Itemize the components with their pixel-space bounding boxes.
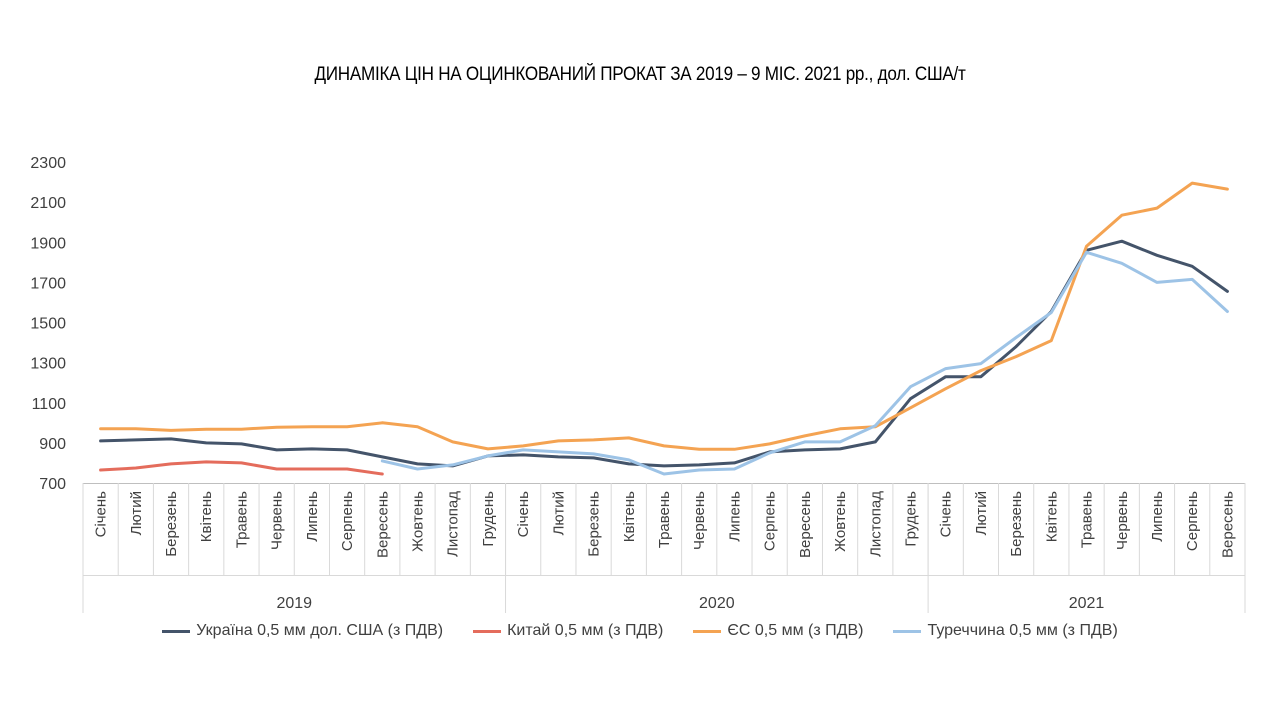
- x-tick-label: Липень: [304, 491, 321, 542]
- x-tick-label: Січень: [515, 491, 532, 538]
- year-label: 2019: [276, 595, 312, 612]
- x-tick-label: Серпень: [762, 491, 779, 551]
- legend-item-1: Китай 0,5 мм (з ПДВ): [473, 622, 663, 640]
- legend-item-0: Україна 0,5 мм дол. США (з ПДВ): [162, 622, 443, 640]
- x-tick-label: Березень: [1008, 491, 1025, 557]
- x-tick-label: Грудень: [902, 491, 919, 547]
- x-tick-label: Лютий: [973, 491, 990, 535]
- y-tick-label: 1100: [32, 396, 67, 413]
- year-label: 2020: [699, 595, 735, 612]
- legend-item-3: Туреччина 0,5 мм (з ПДВ): [893, 622, 1118, 640]
- x-tick-label: Травень: [233, 491, 250, 548]
- x-tick-label: Лютий: [128, 491, 145, 535]
- x-tick-label: Травень: [656, 491, 673, 548]
- legend-item-2: ЄС 0,5 мм (з ПДВ): [693, 622, 863, 640]
- legend-label: Китай 0,5 мм (з ПДВ): [507, 622, 664, 639]
- x-tick-label: Жовтень: [410, 491, 427, 552]
- series-line-0: [99, 239, 1229, 468]
- chart-title: ДИНАМІКА ЦІН НА ОЦИНКОВАНИЙ ПРОКАТ ЗА 20…: [314, 64, 966, 85]
- x-tick-label: Квітень: [1043, 491, 1060, 542]
- legend-swatch: [893, 629, 922, 633]
- x-tick-label: Вересень: [374, 491, 391, 558]
- axis-layer: 2300 2100 1900 1700 1500 1300 1100 900 700 Січень…: [30, 155, 1246, 613]
- x-tick-label: Березень: [163, 491, 180, 557]
- x-tick-label: Січень: [93, 491, 110, 538]
- x-tick-label: Квітень: [198, 491, 215, 542]
- y-tick-label: 1500: [30, 316, 66, 333]
- series-line-3: [380, 250, 1229, 476]
- x-tick-label: Серпень: [1184, 491, 1201, 551]
- x-tick-label: Червень: [691, 491, 708, 550]
- y-tick-label: 2100: [30, 195, 66, 212]
- x-tick-label: Лютий: [550, 491, 567, 535]
- series-layer: [99, 181, 1229, 476]
- legend-swatch: [162, 629, 191, 633]
- y-tick-label: 900: [39, 436, 66, 453]
- x-tick-label: Січень: [938, 491, 955, 538]
- y-tick-label: 1900: [30, 235, 66, 252]
- x-tick-label: Липень: [726, 491, 743, 542]
- legend-swatch: [693, 629, 722, 633]
- y-tick-label: 700: [39, 476, 66, 493]
- x-tick-label: Грудень: [480, 491, 497, 547]
- series-line-1: [99, 460, 384, 476]
- x-tick-label: Червень: [1114, 491, 1131, 550]
- series-line-2: [99, 181, 1229, 451]
- legend-swatch: [473, 629, 502, 633]
- x-tick-label: Вересень: [1219, 491, 1236, 558]
- x-tick-label: Квітень: [621, 491, 638, 542]
- x-tick-label: Травень: [1079, 491, 1096, 548]
- x-tick-label: Листопад: [445, 491, 462, 557]
- legend: Україна 0,5 мм дол. США (з ПДВ) Китай 0,5…: [0, 622, 1280, 640]
- y-tick-label: 2300: [30, 155, 66, 172]
- x-tick-label: Березень: [586, 491, 603, 557]
- legend-label: ЄС 0,5 мм (з ПДВ): [727, 622, 864, 639]
- legend-label: Туреччина 0,5 мм (з ПДВ): [927, 622, 1118, 639]
- x-tick-label: Червень: [269, 491, 286, 550]
- legend-label: Україна 0,5 мм дол. США (з ПДВ): [196, 622, 444, 639]
- year-label: 2021: [1069, 595, 1105, 612]
- x-tick-label: Листопад: [867, 491, 884, 557]
- y-tick-label: 1300: [30, 356, 66, 373]
- y-tick-label: 1700: [30, 275, 66, 292]
- x-tick-label: Липень: [1149, 491, 1166, 542]
- x-tick-label: Вересень: [797, 491, 814, 558]
- x-tick-label: Жовтень: [832, 491, 849, 552]
- x-tick-label: Серпень: [339, 491, 356, 551]
